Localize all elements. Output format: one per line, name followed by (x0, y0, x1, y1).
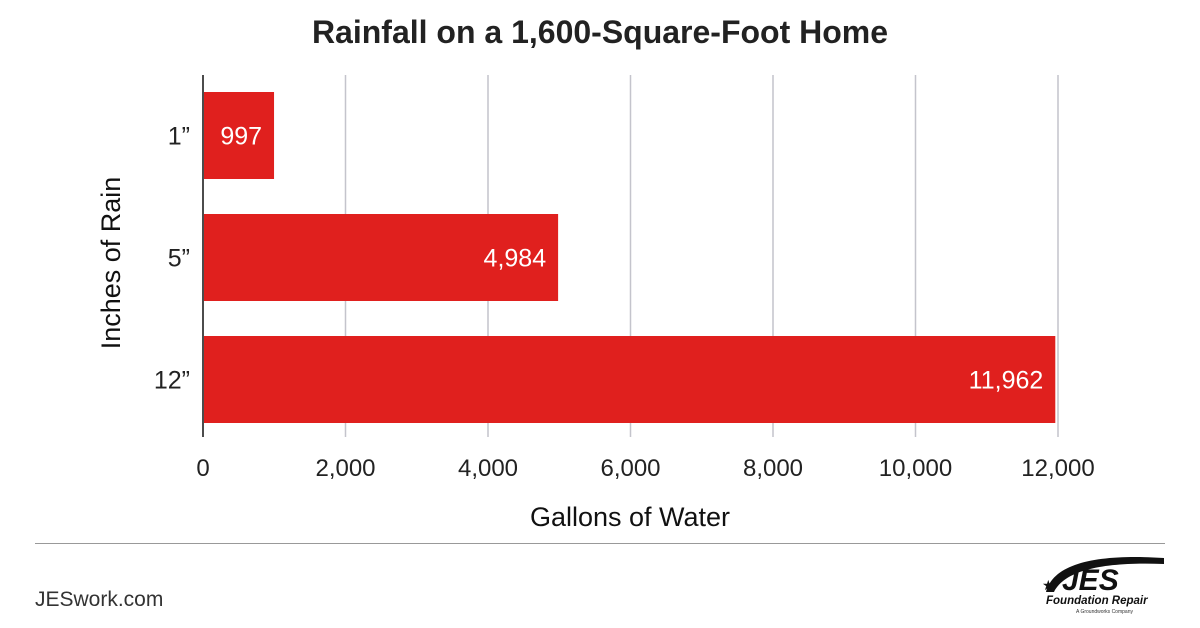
bar (204, 214, 559, 301)
logo-subtitle: Foundation Repair (1046, 595, 1148, 607)
footer-website: JESwork.com (35, 588, 164, 611)
y-tick-label: 12” (154, 367, 190, 395)
jes-logo: ★ JES Foundation Repair A Groundworks Co… (1042, 557, 1164, 615)
x-tick-labels: 0 2,000 4,000 6,000 8,000 10,000 12,000 (196, 455, 1094, 482)
y-tick-label: 1” (168, 123, 190, 151)
x-tick-label: 10,000 (879, 455, 952, 482)
bar-value-label: 4,984 (484, 245, 547, 273)
bar (204, 336, 1056, 423)
x-tick-label: 12,000 (1021, 455, 1094, 482)
x-tick-label: 8,000 (743, 455, 803, 482)
logo-tagline: A Groundworks Company (1076, 609, 1133, 615)
x-tick-label: 2,000 (315, 455, 375, 482)
x-tick-label: 6,000 (600, 455, 660, 482)
logo-swoosh (1046, 557, 1164, 592)
y-axis-title: Inches of Rain (96, 177, 126, 350)
chart-title: Rainfall on a 1,600-Square-Foot Home (311, 14, 889, 50)
y-tick-label: 5” (168, 245, 190, 273)
y-tick-labels: 1” 5” 12” (154, 123, 190, 395)
logo-star-icon: ★ (1042, 577, 1055, 593)
logo-wordmark: JES (1062, 564, 1119, 597)
x-axis-title: Gallons of Water (530, 502, 730, 532)
bars: 997 4,984 11,962 (204, 92, 1056, 423)
x-tick-label: 0 (196, 455, 209, 482)
bar-value-label: 11,962 (969, 367, 1044, 395)
bar-chart: 997 4,984 11,962 1” 5” 12” 0 2,000 4,000 6,000 8… (96, 75, 1095, 532)
x-tick-label: 4,000 (458, 455, 518, 482)
bar-value-label: 997 (220, 123, 262, 151)
footer-divider (35, 543, 1165, 544)
bar (204, 92, 275, 179)
